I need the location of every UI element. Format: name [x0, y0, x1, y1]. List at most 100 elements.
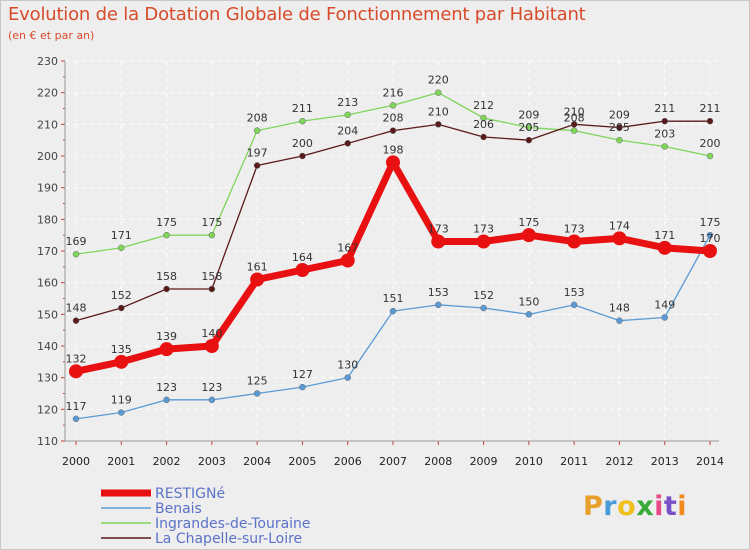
chart-subtitle: (en € et par an) [8, 29, 95, 42]
logo-letter: P [583, 491, 604, 522]
data-label-restign: 140 [201, 327, 222, 340]
data-label-la-chapelle-sur-loire: 152 [111, 289, 132, 302]
chart-title: Evolution de la Dotation Globale de Fonc… [8, 4, 586, 25]
x-tick-label: 2011 [560, 455, 588, 468]
data-label-benais: 125 [247, 375, 268, 388]
data-point-ingrandes-de-touraine [344, 111, 351, 119]
y-tick-label: 140 [37, 340, 58, 353]
data-point-restign [114, 354, 129, 369]
data-point-restign [69, 364, 83, 379]
y-tick-label: 190 [37, 182, 58, 195]
data-point-benais [72, 415, 80, 423]
data-point-restign [476, 234, 491, 249]
data-point-restign [521, 228, 536, 243]
x-tick-label: 2009 [470, 455, 498, 468]
data-point-benais [480, 304, 487, 312]
data-label-ingrandes-de-touraine: 171 [111, 229, 132, 242]
data-label-benais: 117 [66, 400, 87, 413]
data-point-benais [118, 409, 125, 416]
data-point-ingrandes-de-touraine [570, 127, 578, 134]
x-tick-label: 2006 [334, 455, 362, 468]
y-tick-label: 220 [37, 87, 58, 100]
x-tick-label: 2010 [515, 455, 543, 468]
x-tick-label: 2002 [153, 455, 181, 468]
data-label-ingrandes-de-touraine: 212 [473, 99, 494, 112]
data-point-la-chapelle-sur-loire [299, 152, 306, 160]
data-label-la-chapelle-sur-loire: 197 [247, 147, 268, 160]
data-point-ingrandes-de-touraine [480, 114, 487, 122]
data-label-restign: 173 [473, 223, 494, 236]
data-label-ingrandes-de-touraine: 203 [654, 128, 675, 141]
data-point-ingrandes-de-touraine [389, 102, 397, 109]
data-point-ingrandes-de-touraine [253, 127, 261, 134]
data-point-la-chapelle-sur-loire [253, 162, 261, 169]
x-tick-label: 2004 [243, 455, 271, 468]
x-tick-label: 2000 [62, 455, 90, 468]
x-tick-label: 2014 [696, 455, 724, 468]
data-label-restign: 167 [337, 242, 358, 255]
y-tick-label: 200 [37, 150, 58, 163]
data-point-ingrandes-de-touraine [435, 89, 442, 96]
data-label-benais: 150 [518, 295, 539, 308]
data-point-ingrandes-de-touraine [525, 124, 533, 131]
data-point-la-chapelle-sur-loire [570, 121, 578, 128]
data-label-restign: 170 [700, 232, 721, 245]
data-point-restign [612, 231, 627, 246]
data-point-ingrandes-de-touraine [118, 244, 125, 252]
data-point-restign [250, 272, 265, 287]
y-tick-label: 180 [37, 213, 58, 226]
data-point-restign [657, 240, 672, 255]
data-label-ingrandes-de-touraine: 169 [66, 235, 87, 248]
logo-letter: i [677, 491, 688, 522]
data-point-ingrandes-de-touraine [163, 231, 170, 239]
x-tick-label: 2007 [379, 455, 407, 468]
data-point-la-chapelle-sur-loire [706, 117, 714, 125]
data-point-ingrandes-de-touraine [72, 250, 80, 258]
x-tick-label: 2013 [651, 455, 679, 468]
data-point-benais [706, 231, 714, 239]
data-label-ingrandes-de-touraine: 175 [156, 216, 177, 229]
x-tick-label: 2008 [424, 455, 452, 468]
logo-letter: x [636, 491, 655, 522]
data-point-ingrandes-de-touraine [299, 117, 306, 125]
data-label-benais: 123 [201, 381, 222, 394]
legend-label: La Chapelle-sur-Loire [155, 531, 302, 547]
y-tick-label: 160 [37, 277, 58, 290]
data-point-benais [208, 396, 216, 404]
data-point-benais [525, 311, 533, 318]
data-label-ingrandes-de-touraine: 205 [609, 121, 630, 134]
data-label-restign: 161 [247, 261, 268, 274]
proxiti-logo: Proxiti [583, 491, 687, 522]
y-tick-label: 210 [37, 118, 58, 131]
data-point-restign [431, 234, 446, 249]
data-label-la-chapelle-sur-loire: 209 [609, 109, 630, 122]
logo-letter: t [663, 491, 678, 522]
data-point-restign [340, 253, 355, 268]
logo-letter: i [654, 491, 664, 522]
x-tick-label: 2001 [107, 455, 135, 468]
data-point-la-chapelle-sur-loire [163, 285, 170, 293]
data-point-ingrandes-de-touraine [208, 231, 216, 239]
data-label-la-chapelle-sur-loire: 158 [156, 270, 177, 283]
data-label-benais: 123 [156, 381, 177, 394]
data-point-la-chapelle-sur-loire [661, 117, 668, 125]
x-tick-label: 2005 [288, 455, 316, 468]
logo-letter: r [603, 491, 618, 522]
data-point-la-chapelle-sur-loire [118, 304, 125, 312]
data-point-restign [295, 263, 310, 277]
y-tick-label: 150 [37, 308, 58, 321]
data-label-la-chapelle-sur-loire: 158 [201, 270, 222, 283]
data-point-la-chapelle-sur-loire [616, 124, 623, 131]
x-tick-label: 2012 [605, 455, 633, 468]
data-point-benais [570, 301, 578, 309]
data-label-restign: 139 [156, 330, 177, 343]
legend-label: Ingrandes-de-Touraine [155, 516, 311, 532]
data-point-la-chapelle-sur-loire [208, 285, 216, 293]
data-point-benais [163, 396, 170, 404]
data-label-benais: 152 [473, 289, 494, 302]
data-label-ingrandes-de-touraine: 175 [201, 216, 222, 229]
data-label-benais: 153 [564, 286, 585, 299]
data-point-benais [344, 374, 351, 381]
